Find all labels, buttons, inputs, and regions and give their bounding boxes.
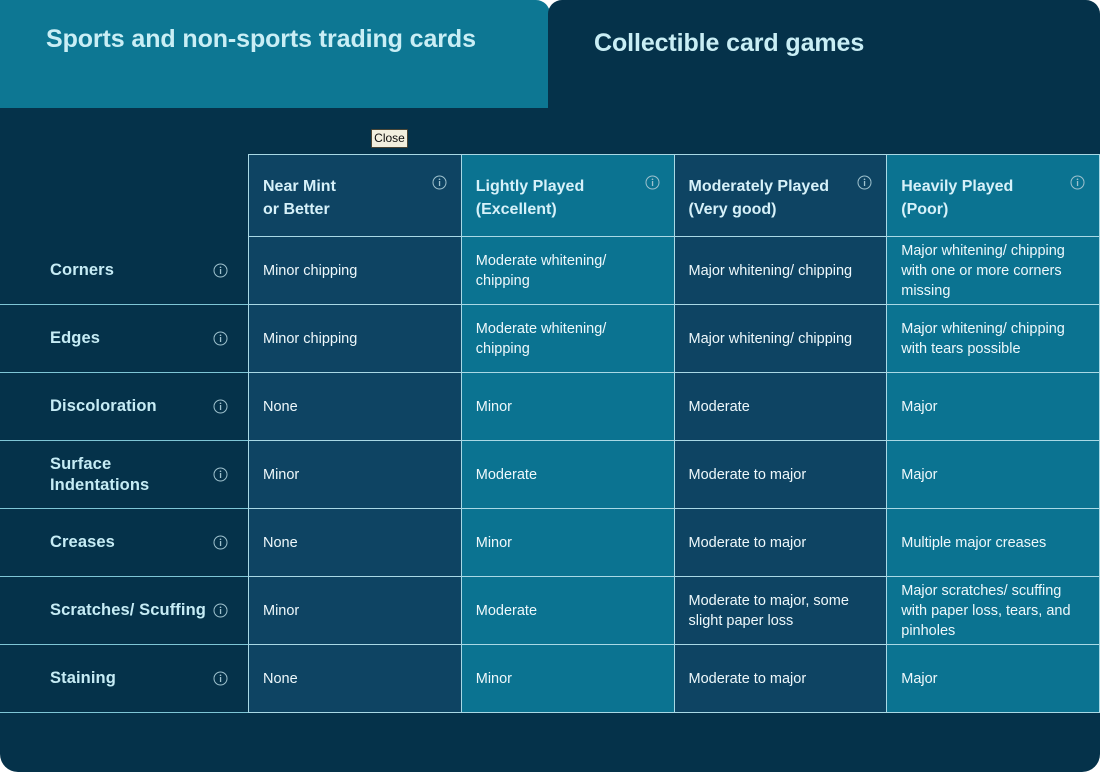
table-cell: Moderate to major <box>673 645 887 713</box>
table-cell: Minor <box>248 577 461 645</box>
column-header-line1: Near Mint <box>263 178 336 195</box>
info-icon[interactable] <box>1070 175 1085 190</box>
table-corner-cell <box>0 154 248 237</box>
info-icon[interactable] <box>857 175 872 190</box>
table-row: Staining None Minor Moderate to major Ma… <box>0 645 1100 713</box>
column-header-line2: or Better <box>263 201 330 218</box>
row-label-creases: Creases <box>0 509 248 577</box>
info-icon[interactable] <box>432 175 447 190</box>
table-cell: Moderate to major, some slight paper los… <box>673 577 887 645</box>
tab-sports-trading-cards[interactable]: Sports and non-sports trading cards <box>0 0 550 118</box>
table-cell: Major <box>886 373 1100 441</box>
column-header-line2: (Excellent) <box>475 201 557 218</box>
table-cell: Major whitening/ chipping <box>673 237 887 305</box>
table-cell: Minor chipping <box>248 305 461 373</box>
row-label: Edges <box>50 329 101 347</box>
table-cell: Major whitening/ chipping with one or mo… <box>886 237 1100 305</box>
column-header-lightly-played: Lightly Played (Excellent) <box>460 154 674 237</box>
table-row: Surface Indentations Minor Moderate Mode… <box>0 441 1100 509</box>
row-label-discoloration: Discoloration <box>0 373 248 441</box>
info-icon[interactable] <box>213 467 228 482</box>
table-cell: Minor <box>460 645 674 713</box>
table-cell: None <box>248 645 461 713</box>
table-cell: Major scratches/ scuffing with paper los… <box>886 577 1100 645</box>
table-cell: Minor <box>460 509 674 577</box>
row-label-surface-indentations: Surface Indentations <box>0 441 248 509</box>
table-row: Corners Minor chipping Moderate whitenin… <box>0 237 1100 305</box>
column-header-line1: Moderately Played <box>688 178 830 195</box>
column-header-moderately-played: Moderately Played (Very good) <box>673 154 887 237</box>
close-button[interactable]: Close <box>371 129 408 148</box>
table-row: Edges Minor chipping Moderate whitening/… <box>0 305 1100 373</box>
row-label: Corners <box>50 261 114 279</box>
info-icon[interactable] <box>213 399 228 414</box>
tab-label: Sports and non-sports trading cards <box>46 25 476 53</box>
info-icon[interactable] <box>213 331 228 346</box>
condition-panel: Close Near Mint or Better <box>0 108 1100 772</box>
table-cell: Major whitening/ chipping <box>673 305 887 373</box>
row-label: Discoloration <box>50 397 157 415</box>
table-header-row: Near Mint or Better Lightly Played <box>0 154 1100 237</box>
info-icon[interactable] <box>213 603 228 618</box>
info-icon[interactable] <box>645 175 660 190</box>
column-header-heavily-played: Heavily Played (Poor) <box>886 154 1100 237</box>
row-label-corners: Corners <box>0 237 248 305</box>
condition-table: Near Mint or Better Lightly Played <box>0 154 1100 713</box>
column-header-line1: Lightly Played <box>475 178 585 195</box>
tab-label: Collectible card games <box>594 29 865 57</box>
table-cell: None <box>248 509 461 577</box>
info-icon[interactable] <box>213 535 228 550</box>
column-header-line2: (Very good) <box>688 201 777 218</box>
table-cell: Minor <box>248 441 461 509</box>
table-cell: Minor chipping <box>248 237 461 305</box>
table-cell: Moderate <box>460 441 674 509</box>
row-label-staining: Staining <box>0 645 248 713</box>
table-row: Creases None Minor Moderate to major Mul… <box>0 509 1100 577</box>
row-label-scratches-scuffing: Scratches/ Scuffing <box>0 577 248 645</box>
table-cell: Moderate <box>460 577 674 645</box>
table-row: Discoloration None Minor Moderate Major <box>0 373 1100 441</box>
table-cell: Moderate to major <box>673 441 887 509</box>
table-cell: Moderate whitening/ chipping <box>460 305 674 373</box>
table-cell: Moderate <box>673 373 887 441</box>
table-cell: Moderate whitening/ chipping <box>460 237 674 305</box>
info-icon[interactable] <box>213 263 228 278</box>
row-label: Surface Indentations <box>50 454 150 494</box>
row-label: Creases <box>50 533 115 551</box>
table-cell: Major <box>886 645 1100 713</box>
table-cell: Minor <box>460 373 674 441</box>
row-label: Scratches/ Scuffing <box>50 601 206 619</box>
row-label-edges: Edges <box>0 305 248 373</box>
column-header-line1: Heavily Played <box>901 178 1014 195</box>
table-cell: Major whitening/ chipping with tears pos… <box>886 305 1100 373</box>
table-cell: Multiple major creases <box>886 509 1100 577</box>
table-row: Scratches/ Scuffing Minor Moderate Moder… <box>0 577 1100 645</box>
table-cell: Major <box>886 441 1100 509</box>
column-header-near-mint: Near Mint or Better <box>248 154 461 237</box>
column-header-line2: (Poor) <box>901 201 949 218</box>
tab-collectible-card-games[interactable]: Collectible card games <box>548 0 1100 118</box>
table-cell: Moderate to major <box>673 509 887 577</box>
table-cell: None <box>248 373 461 441</box>
tab-bar: Sports and non-sports trading cards Coll… <box>0 0 1100 118</box>
row-label: Staining <box>50 669 116 687</box>
info-icon[interactable] <box>213 671 228 686</box>
